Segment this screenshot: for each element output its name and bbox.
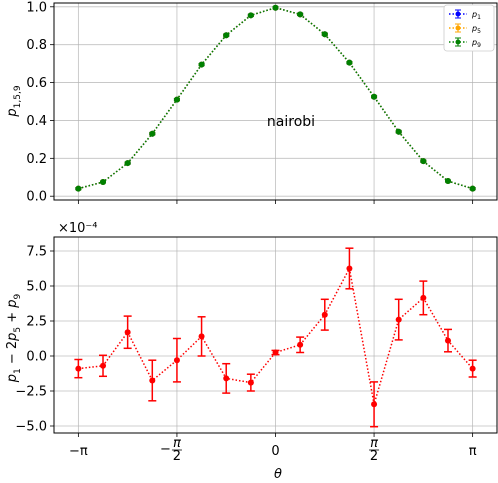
bottom-grid bbox=[54, 237, 497, 433]
top-annotation: nairobi bbox=[267, 114, 315, 130]
data-point-p9 bbox=[371, 93, 378, 100]
tick-denominator: 2 bbox=[173, 449, 181, 464]
top-grid bbox=[54, 3, 497, 200]
top-panel: 0.0 0.2 0.4 0.6 0.8 1.0 nairobi p1,5,9 p1 p5 p9 bbox=[5, 0, 498, 205]
bottom-y-tick-label: 5.0 bbox=[26, 280, 47, 295]
difference-data-point bbox=[297, 341, 304, 348]
difference-data-point bbox=[444, 337, 451, 344]
difference-data-point bbox=[395, 316, 402, 323]
data-point-p9 bbox=[444, 178, 451, 185]
data-point-p9 bbox=[149, 130, 156, 137]
bottom-x-tick-label: − π2 bbox=[160, 436, 182, 464]
legend-marker bbox=[455, 39, 461, 45]
top-y-tick-label: 0.0 bbox=[26, 190, 47, 205]
legend-entries: p1 p5 p9 bbox=[449, 9, 481, 49]
legend-label-p5: p5 bbox=[471, 24, 481, 35]
top-x-ticks bbox=[77, 200, 474, 204]
data-point-p9 bbox=[395, 128, 402, 135]
top-y-tick-label: 0.6 bbox=[26, 76, 47, 91]
tick-numerator: π bbox=[370, 436, 378, 451]
difference-data-point bbox=[173, 357, 180, 364]
difference-data-point bbox=[247, 379, 254, 386]
bottom-y-tick-label: −2.5 bbox=[15, 385, 47, 400]
difference-data-point bbox=[223, 375, 230, 382]
data-point-p9 bbox=[75, 185, 82, 192]
bottom-y-ticks: −5.0 −2.5 0.0 2.5 5.0 7.5 bbox=[15, 245, 54, 435]
difference-data-point bbox=[100, 362, 107, 369]
legend-label-p1: p1 bbox=[471, 10, 481, 21]
data-point-p9 bbox=[297, 11, 304, 18]
tick-minus: − bbox=[160, 442, 171, 457]
bottom-x-tick-label: π bbox=[469, 444, 477, 459]
difference-data-point bbox=[469, 365, 476, 372]
top-series bbox=[75, 4, 476, 192]
data-point-p9 bbox=[346, 59, 353, 66]
top-y-tick-label: 1.0 bbox=[26, 0, 47, 15]
difference-data-point bbox=[75, 365, 82, 372]
legend-label-p9: p9 bbox=[471, 38, 481, 49]
legend-marker bbox=[455, 25, 461, 31]
bottom-series bbox=[74, 247, 477, 428]
top-y-tick-label: 0.2 bbox=[26, 152, 47, 167]
top-y-tick-label: 0.4 bbox=[26, 114, 47, 129]
top-y-ticks: 0.0 0.2 0.4 0.6 0.8 1.0 bbox=[26, 0, 54, 205]
difference-series-line bbox=[78, 266, 474, 405]
bottom-y-tick-label: 0.0 bbox=[26, 350, 47, 365]
bottom-x-tick-label: 0 bbox=[271, 444, 279, 459]
difference-data-point bbox=[198, 333, 205, 340]
data-point-p9 bbox=[198, 61, 205, 68]
data-point-p9 bbox=[420, 158, 427, 165]
difference-data-point bbox=[346, 265, 353, 272]
data-point-p9 bbox=[124, 160, 131, 167]
difference-data-point bbox=[371, 401, 378, 408]
data-point-p9 bbox=[247, 12, 254, 19]
difference-data-point bbox=[272, 349, 279, 356]
top-y-tick-label: 0.8 bbox=[26, 38, 47, 53]
difference-data-point bbox=[149, 377, 156, 384]
data-point-p9 bbox=[469, 185, 476, 192]
legend-box bbox=[443, 4, 495, 52]
bottom-x-tick-label: −π bbox=[69, 444, 88, 459]
difference-data-point bbox=[321, 311, 328, 318]
data-point-p9 bbox=[272, 4, 279, 11]
bottom-y-tick-label: −5.0 bbox=[15, 420, 47, 435]
data-point-p9 bbox=[100, 179, 107, 186]
difference-data-point bbox=[420, 294, 427, 301]
tick-denominator: 2 bbox=[370, 449, 378, 464]
tick-numerator: π bbox=[173, 436, 181, 451]
top-y-axis-label: p1,5,9 bbox=[5, 85, 23, 117]
bottom-y-tick-label: 2.5 bbox=[26, 315, 47, 330]
data-point-p9 bbox=[173, 96, 180, 103]
legend-marker bbox=[455, 11, 461, 17]
bottom-y-axis-label: p1 − 2p5 + p9 bbox=[5, 293, 23, 383]
bottom-x-tick-label: π2 bbox=[369, 436, 380, 464]
bottom-x-ticks: −π − π2 0π2 π bbox=[69, 433, 477, 464]
bottom-panel: −5.0−2.50.02.55.07.5 −π − π2 0π2 π ×10⁻⁴ p1 … bbox=[5, 221, 498, 482]
data-point-p9 bbox=[223, 32, 230, 39]
data-point-p9 bbox=[321, 31, 328, 38]
bottom-x-axis-label: θ bbox=[274, 467, 282, 482]
bottom-y-tick-label: 7.5 bbox=[26, 245, 47, 260]
difference-data-point bbox=[124, 329, 131, 336]
bottom-scale-label: ×10⁻⁴ bbox=[58, 221, 98, 236]
legend: p1 p5 p9 bbox=[443, 4, 495, 52]
